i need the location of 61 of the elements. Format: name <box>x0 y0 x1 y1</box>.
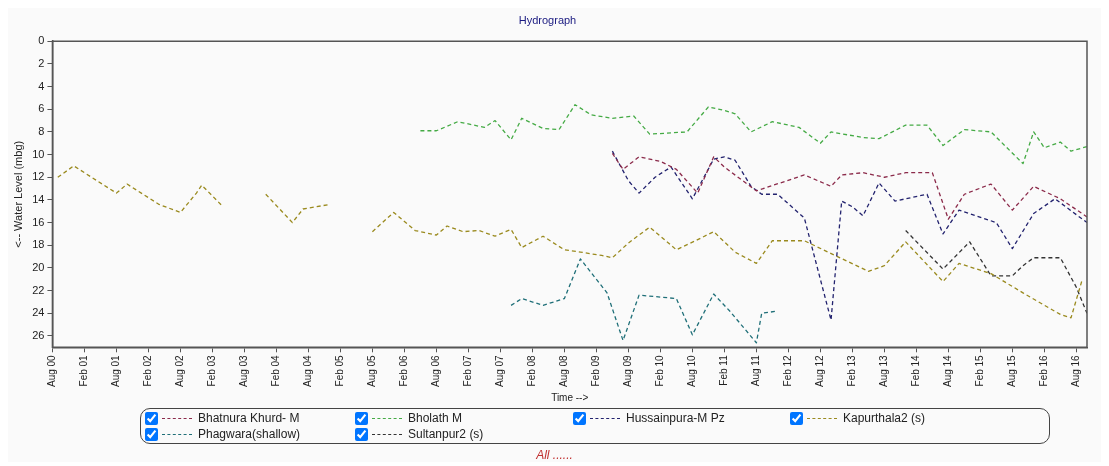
x-tick-label: Aug 03 <box>238 354 250 388</box>
x-tick-label: Feb 09 <box>590 354 602 387</box>
x-tick-label: Feb 01 <box>78 354 90 387</box>
line-series <box>419 104 1087 165</box>
x-tick-label: Aug 11 <box>750 354 762 387</box>
legend-label: Sultanpur2 (s) <box>408 427 484 441</box>
legend-label: Kapurthala2 (s) <box>843 411 926 425</box>
x-tick-label: Aug 00 <box>46 354 58 388</box>
x-tick-label: Feb 13 <box>846 354 858 387</box>
x-tick-label: Aug 05 <box>366 354 378 388</box>
x-tick-label: Aug 01 <box>110 354 122 388</box>
x-tick-label: Feb 12 <box>782 354 794 387</box>
line-series <box>611 150 1087 321</box>
y-tick-label: 26 <box>32 329 45 341</box>
x-tick-label: Aug 16 <box>1070 354 1082 388</box>
x-tick-label: Feb 07 <box>462 354 474 387</box>
legend-label: Hussainpura-M Pz <box>626 411 725 425</box>
x-tick-label: Feb 10 <box>654 354 666 387</box>
y-tick-label: 14 <box>32 192 45 205</box>
x-tick-label: Aug 07 <box>494 354 506 388</box>
x-tick-label: Feb 06 <box>398 354 410 387</box>
x-tick-label: Feb 05 <box>334 354 346 387</box>
y-tick-label: 18 <box>32 238 45 251</box>
chart-title: Hydrograph <box>518 13 577 26</box>
y-tick-label: 8 <box>38 124 45 137</box>
y-tick-label: 20 <box>32 260 45 273</box>
legend-label: Phagwara(shallow) <box>198 427 301 441</box>
x-tick-label: Feb 04 <box>270 354 282 387</box>
x-tick-label: Aug 15 <box>1006 354 1018 388</box>
x-tick-label: Aug 09 <box>622 354 634 388</box>
x-tick-label: Feb 11 <box>718 354 730 386</box>
x-tick-label: Aug 08 <box>558 354 570 388</box>
x-tick-label: Aug 12 <box>814 354 826 388</box>
y-tick-label: 4 <box>38 79 45 92</box>
x-tick-label: Aug 04 <box>302 354 314 388</box>
text: All ...... <box>536 448 573 462</box>
y-tick-label: 12 <box>32 170 45 183</box>
y-tick-label: 16 <box>32 215 45 228</box>
x-tick-label: Feb 03 <box>206 354 218 387</box>
x-tick-label: Aug 13 <box>878 354 890 388</box>
line-series <box>905 229 1087 314</box>
y-tick-label: 22 <box>32 283 45 296</box>
legend-label: Bhatnura Khurd- M <box>198 411 300 425</box>
x-tick-label: Aug 14 <box>942 354 954 388</box>
y-axis-title: <-- Water Level (mbg) <box>11 140 24 248</box>
y-tick-label: 24 <box>32 306 45 319</box>
x-tick-label: Aug 06 <box>430 354 442 388</box>
legend-label: Bholath M <box>408 411 463 425</box>
x-tick-label: Feb 08 <box>526 354 538 387</box>
x-tick-label: Feb 16 <box>1038 354 1050 387</box>
x-tick-label: Feb 14 <box>910 354 922 387</box>
y-tick-label: 10 <box>32 147 45 160</box>
x-tick-label: Feb 02 <box>142 354 154 387</box>
line-series <box>611 152 1087 220</box>
x-tick-label: Aug 10 <box>686 354 698 388</box>
x-tick-label: Aug 02 <box>174 354 186 388</box>
y-tick-label: 6 <box>38 102 45 115</box>
x-axis-title: Time --> <box>551 391 589 403</box>
y-tick-label: 0 <box>38 34 45 47</box>
y-tick-label: 2 <box>38 56 45 69</box>
x-tick-label: Feb 15 <box>974 354 986 387</box>
